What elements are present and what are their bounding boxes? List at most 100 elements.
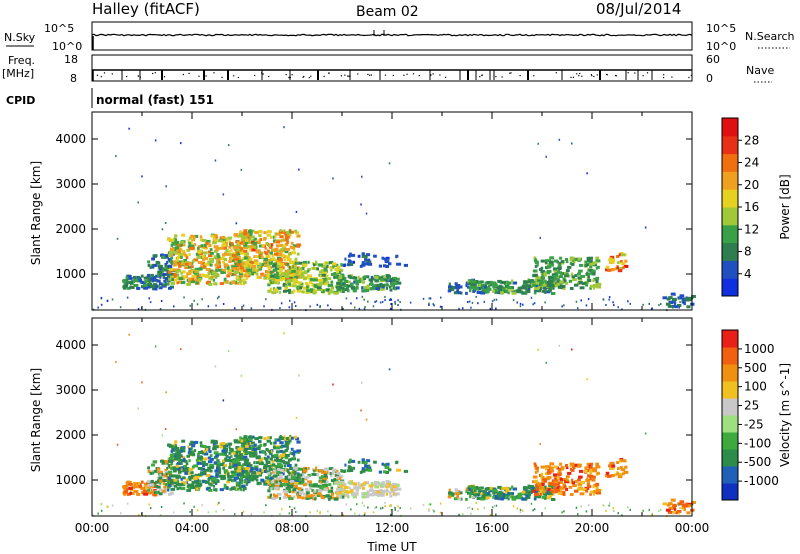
power-cell: [228, 260, 232, 263]
velocity-cell: [364, 463, 367, 467]
velocity-cell: [150, 490, 155, 494]
velocity-cell: [265, 461, 271, 464]
power-cell: [574, 283, 579, 287]
power-cell: [502, 287, 506, 290]
power-cell: [286, 240, 289, 244]
power-cell: [248, 241, 254, 244]
velocity-cell: [311, 472, 316, 476]
power-cell: [178, 252, 183, 256]
power-cell: [276, 265, 280, 268]
velocity-cell: [274, 441, 277, 445]
power-cell: [247, 268, 252, 272]
velocity-cell: [231, 479, 234, 483]
velocity-cell: [294, 463, 298, 467]
power-cell: [554, 259, 558, 263]
power-cell: [247, 236, 250, 240]
power-cell: [208, 244, 212, 248]
power-cell: [210, 259, 215, 263]
power-cell: [367, 262, 373, 266]
power-cell: [343, 280, 349, 283]
velocity-cell: [278, 459, 283, 462]
x-tick-label: 12:00: [375, 521, 410, 535]
velocity-cell: [295, 416, 298, 419]
velocity-cell: [172, 474, 178, 478]
power-cell: [165, 185, 167, 188]
power-cell: [203, 251, 208, 255]
velocity-cell: [587, 485, 592, 488]
power-cell: [481, 284, 485, 288]
velocity-cell: [487, 493, 492, 497]
power-cell: [691, 295, 696, 298]
power-cell: [388, 277, 391, 281]
power-cell: [232, 252, 237, 256]
power-cell: [362, 263, 366, 267]
power-cell: [261, 263, 267, 267]
power-cell: [279, 235, 284, 239]
velocity-cell: [502, 493, 506, 496]
velocity-cell: [623, 470, 629, 474]
colorbar-cell: [722, 449, 738, 467]
power-cell: [428, 302, 430, 305]
power-cell: [237, 245, 242, 248]
velocity-cell: [159, 481, 162, 485]
velocity-cell: [198, 479, 202, 483]
velocity-cell: [279, 449, 283, 453]
power-cell: [540, 266, 544, 270]
power-cell: [126, 275, 132, 278]
velocity-cell: [326, 470, 329, 474]
power-cell: [190, 241, 193, 245]
velocity-cell: [279, 496, 282, 500]
velocity-cell: [586, 462, 590, 466]
velocity-cell: [267, 471, 271, 475]
velocity-cell: [243, 448, 248, 452]
velocity-cell: [161, 434, 164, 437]
velocity-cell: [642, 509, 644, 512]
velocity-cell: [195, 475, 200, 479]
velocity-cell: [686, 504, 692, 508]
velocity-cell: [362, 486, 365, 490]
power-cell: [243, 274, 247, 278]
power-cell: [280, 263, 285, 266]
velocity-cell: [480, 497, 486, 501]
velocity-cell: [331, 492, 335, 496]
velocity-cell: [580, 480, 585, 484]
power-cell: [296, 266, 300, 270]
velocity-cell: [100, 509, 103, 512]
power-cell: [396, 281, 402, 285]
velocity-cell: [309, 494, 314, 498]
velocity-cell: [372, 493, 375, 497]
power-cell: [559, 280, 564, 284]
velocity-cell: [161, 475, 165, 479]
power-cell: [228, 239, 231, 243]
velocity-cell: [479, 486, 484, 490]
power-cell: [240, 168, 243, 171]
velocity-cell: [266, 455, 270, 459]
velocity-cell: [516, 507, 518, 510]
power-cell: [232, 267, 237, 271]
velocity-cell: [665, 508, 671, 512]
power-cell: [358, 307, 361, 310]
power-cell: [352, 276, 358, 280]
velocity-cell: [210, 440, 215, 444]
velocity-cell: [257, 445, 261, 449]
velocity-cell: [525, 494, 529, 498]
power-cell: [242, 235, 248, 239]
power-cell: [531, 279, 535, 283]
power-cell: [248, 231, 253, 235]
velocity-cell: [609, 463, 613, 467]
power-cell: [385, 279, 389, 283]
velocity-cell: [290, 479, 295, 483]
power-cell: [319, 278, 324, 282]
power-cell: [248, 229, 253, 233]
power-cell: [316, 303, 319, 306]
nave-dot: [570, 76, 572, 78]
power-cell: [584, 260, 588, 264]
power-cell: [271, 277, 274, 281]
power-cell: [220, 239, 224, 243]
power-cell: [683, 302, 686, 306]
velocity-cell: [246, 464, 251, 468]
power-cell: [550, 292, 556, 295]
velocity-cell: [394, 508, 396, 511]
velocity-cell: [283, 435, 286, 439]
velocity-cell: [182, 481, 187, 485]
